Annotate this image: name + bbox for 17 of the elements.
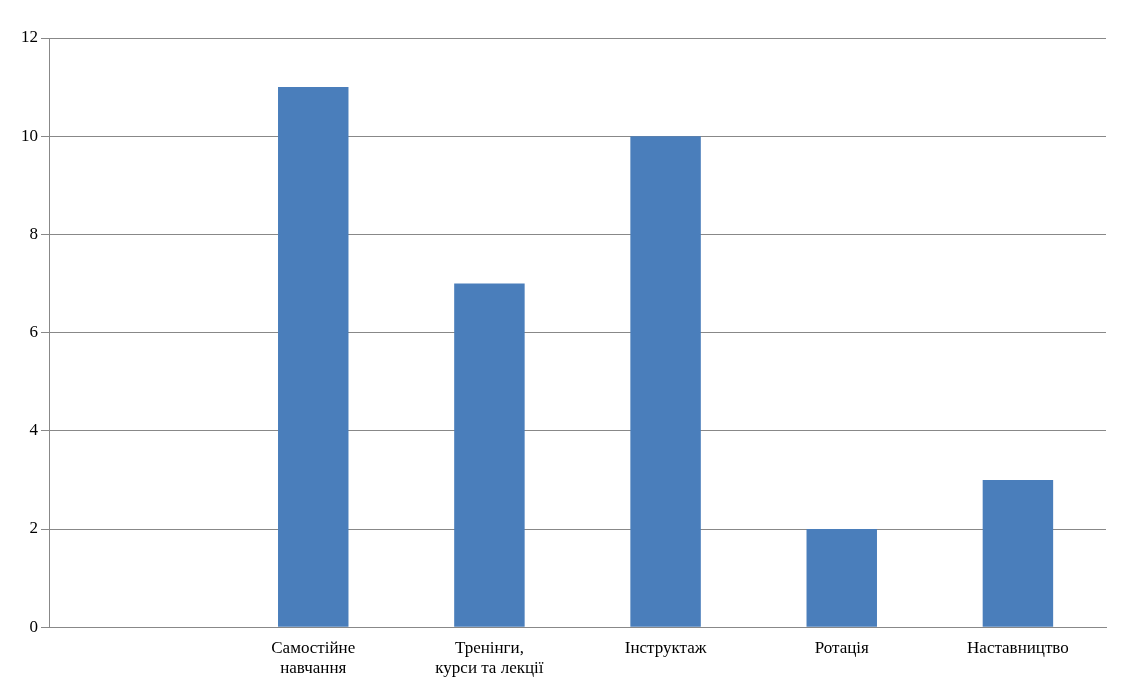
bar <box>806 529 877 627</box>
x-tick-label: Тренінги, курси та лекції <box>435 637 544 678</box>
x-tick-label: Самостійне навчання <box>271 637 356 678</box>
y-tick-label: 8 <box>29 223 38 243</box>
bar <box>454 283 525 627</box>
y-tick-label: 0 <box>29 616 38 636</box>
y-tick-label: 6 <box>29 322 38 342</box>
y-tick-label: 10 <box>21 125 38 145</box>
bar <box>278 87 349 627</box>
x-tick-label: Інструктаж <box>624 637 707 657</box>
bar <box>982 479 1054 627</box>
y-tick-label: 2 <box>29 518 38 538</box>
y-tick-label: 4 <box>29 420 39 440</box>
bar <box>630 136 701 627</box>
x-tick-label: Наставництво <box>967 637 1069 657</box>
y-tick-label: 12 <box>21 27 38 47</box>
x-tick-label: Ротація <box>814 637 869 657</box>
